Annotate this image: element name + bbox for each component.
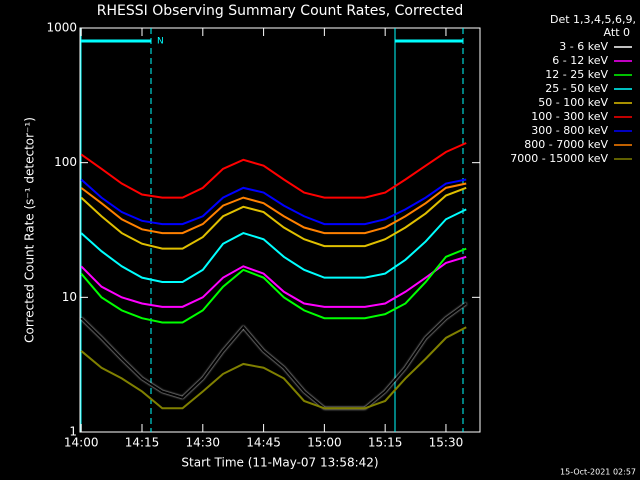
legend-label: 7000 - 15000 keV	[510, 152, 608, 165]
series-line	[80, 255, 467, 308]
footer: 15-Oct-2021 02:57	[560, 468, 636, 477]
series-line	[80, 247, 467, 324]
series-line	[80, 208, 467, 283]
x-tick-label: 15:00	[307, 436, 342, 450]
series-line	[80, 326, 467, 410]
legend-title: Det 1,3,4,5,6,9,	[550, 13, 636, 26]
legend-label: 100 - 300 keV	[531, 110, 608, 123]
legend-label: 800 - 7000 keV	[524, 138, 608, 151]
legend-title: Att 0	[604, 26, 630, 39]
y-tick-label: 10	[62, 290, 77, 304]
x-tick-label: 14:00	[64, 436, 99, 450]
x-tick-label: 15:15	[368, 436, 403, 450]
series-line	[80, 182, 467, 235]
chart-title: RHESSI Observing Summary Count Rates, Co…	[97, 3, 463, 19]
plot-frame	[79, 27, 481, 433]
x-axis-label: Start Time (11-May-07 13:58:42)	[181, 456, 378, 470]
annotation: N	[157, 37, 164, 47]
x-tick-label: 14:30	[185, 436, 220, 450]
y-axis-label: Corrected Count Rate (s⁻¹ detector⁻¹)	[23, 117, 37, 343]
x-tick-label: 14:45	[246, 436, 281, 450]
y-tick-label: 1	[69, 425, 77, 439]
legend-label: 300 - 800 keV	[531, 124, 608, 137]
series-line	[80, 302, 467, 410]
y-tick-label: 100	[54, 155, 77, 169]
legend-label: 25 - 50 keV	[545, 82, 608, 95]
x-tick-label: 15:30	[429, 436, 464, 450]
legend-label: 12 - 25 keV	[545, 68, 608, 81]
legend-label: 50 - 100 keV	[538, 96, 608, 109]
x-tick-label: 14:15	[125, 436, 160, 450]
legend-label: 3 - 6 keV	[559, 40, 608, 53]
series-line	[80, 186, 467, 250]
legend-label: 6 - 12 keV	[552, 54, 608, 67]
y-tick-label: 1000	[46, 21, 77, 35]
series-line	[80, 178, 467, 226]
series-line	[80, 142, 467, 199]
